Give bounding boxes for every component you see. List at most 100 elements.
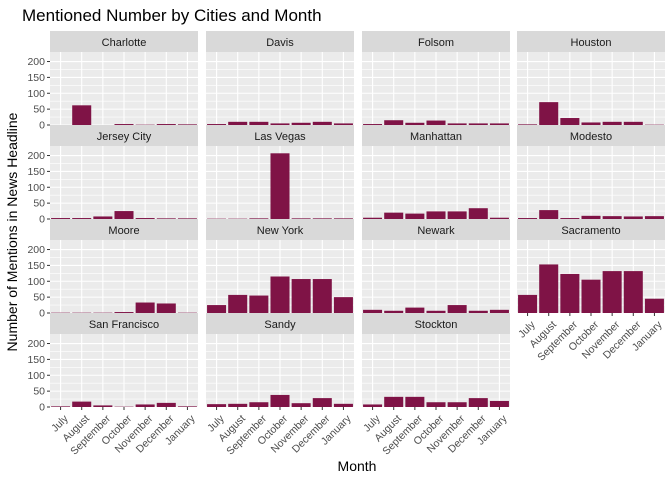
bar	[489, 400, 509, 407]
bar	[135, 302, 155, 313]
bar	[114, 312, 134, 313]
bar	[249, 402, 269, 407]
bar	[270, 123, 290, 125]
facet-strip-label: Manhattan	[410, 131, 462, 143]
bar	[489, 309, 509, 313]
bar	[623, 216, 643, 219]
facet-strip	[362, 31, 510, 52]
bar	[135, 218, 155, 219]
bar	[384, 212, 404, 219]
y-tick-label: 200	[27, 338, 45, 350]
bar	[384, 120, 404, 125]
bar	[156, 124, 176, 125]
y-tick-label: 100	[27, 276, 45, 288]
bar	[405, 122, 425, 125]
bar	[468, 398, 488, 407]
y-tick-label: 0	[39, 120, 45, 132]
bar	[560, 218, 580, 219]
bar	[249, 218, 269, 219]
bar	[384, 310, 404, 313]
bar	[363, 217, 383, 219]
facet-strip-label: Folsom	[418, 37, 454, 49]
bar	[156, 218, 176, 219]
bar	[270, 153, 290, 219]
y-tick-label: 100	[27, 370, 45, 382]
facet-strip-label: Stockton	[415, 319, 458, 331]
facet-strip	[206, 125, 354, 146]
bar	[581, 279, 601, 313]
y-tick-label: 0	[39, 402, 45, 414]
facet-panel: Newark	[362, 219, 510, 314]
y-tick-label: 100	[27, 88, 45, 100]
bar	[228, 294, 248, 313]
bar	[72, 218, 92, 219]
facet-strip-label: Sandy	[264, 319, 296, 331]
bar	[51, 406, 71, 407]
bar	[312, 121, 332, 125]
bar	[333, 297, 353, 313]
y-tick-label: 200	[27, 56, 45, 68]
facet-strip	[517, 31, 665, 52]
facet-strip-label: Las Vegas	[254, 131, 306, 143]
bar	[312, 218, 332, 219]
bar	[581, 122, 601, 125]
bar	[426, 211, 446, 219]
facet-panel: Manhattan	[362, 125, 510, 220]
bar	[249, 121, 269, 125]
bar	[291, 122, 311, 125]
bar	[72, 401, 92, 407]
chart-title: Mentioned Number by Cities and Month	[22, 6, 322, 25]
bar	[93, 216, 113, 219]
facet-panel: Charlotte 0 50 100 150 200	[27, 31, 198, 132]
x-axis-title: Month	[338, 458, 377, 474]
bar	[333, 403, 353, 407]
bar	[623, 271, 643, 313]
facet-panel: San Francisco050100150200JulyAugustSepte…	[27, 313, 198, 458]
facet-panel: Moore 0 50 100 150 200	[27, 219, 198, 320]
bar	[312, 398, 332, 407]
bar	[291, 218, 311, 219]
facet-panel: StocktonJulyAugustSeptemberOctoberNovemb…	[361, 313, 510, 458]
facet-strip-label: Charlotte	[102, 37, 147, 49]
y-tick-label: 100	[27, 182, 45, 194]
bar	[51, 218, 71, 219]
bar	[333, 218, 353, 219]
facet-strip-label: Jersey City	[97, 131, 152, 143]
facet-strip	[362, 219, 510, 240]
bar	[114, 124, 134, 125]
bar	[468, 208, 488, 219]
bar	[228, 121, 248, 125]
bar	[447, 123, 467, 125]
facet-strip-label: Davis	[266, 37, 294, 49]
bar	[581, 215, 601, 219]
bar	[207, 305, 227, 313]
bar	[177, 218, 197, 219]
bar	[447, 402, 467, 407]
facet-strip-label: Houston	[571, 37, 612, 49]
facet-strip-label: San Francisco	[89, 319, 159, 331]
bar	[363, 309, 383, 313]
bar	[228, 403, 248, 407]
bar	[518, 294, 538, 313]
bar	[207, 124, 227, 125]
bar	[468, 310, 488, 313]
bar	[489, 217, 509, 219]
bar	[560, 118, 580, 125]
facet-panel: SandyJulyAugustSeptemberOctoberNovemberD…	[205, 313, 354, 458]
y-tick-label: 150	[27, 166, 45, 178]
bar	[249, 295, 269, 313]
facet-strip-label: Modesto	[570, 131, 612, 143]
bar	[426, 402, 446, 407]
facet-strip-label: Newark	[417, 225, 455, 237]
bar	[447, 211, 467, 219]
y-tick-label: 50	[33, 198, 45, 210]
bar	[363, 404, 383, 407]
y-tick-label: 150	[27, 260, 45, 272]
bar	[177, 406, 197, 407]
bar	[468, 123, 488, 125]
facet-strip	[362, 313, 510, 334]
bar	[363, 124, 383, 125]
bar	[405, 213, 425, 219]
facet-strip	[50, 31, 198, 52]
